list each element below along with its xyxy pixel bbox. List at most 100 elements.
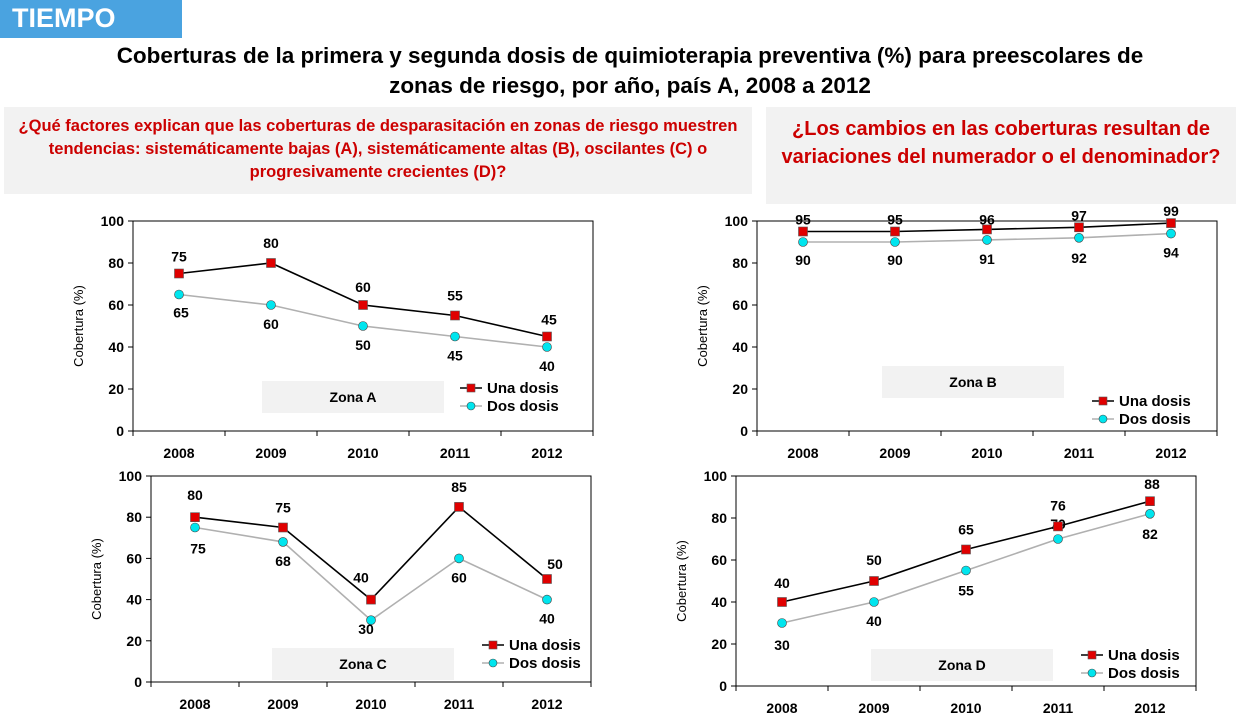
x-tick-label: 2012 xyxy=(1134,700,1165,716)
data-label-dos-dosis: 30 xyxy=(774,637,790,653)
data-label-una-dosis: 60 xyxy=(355,279,371,295)
data-label-dos-dosis: 90 xyxy=(795,252,811,268)
plot-area xyxy=(150,475,592,683)
point-dos-dosis xyxy=(777,618,787,628)
data-label-dos-dosis: 82 xyxy=(1142,526,1158,542)
point-una-dosis xyxy=(1074,222,1084,233)
x-tick-label: 2008 xyxy=(766,700,797,716)
point-dos-dosis xyxy=(1074,232,1084,243)
y-tick-label: 100 xyxy=(704,468,728,484)
y-tick-label: 60 xyxy=(711,552,727,568)
point-una-dosis xyxy=(1166,218,1176,228)
point-una-dosis xyxy=(278,522,288,533)
data-label-dos-dosis: 92 xyxy=(1071,250,1087,266)
point-dos-dosis xyxy=(450,331,460,342)
data-label-una-dosis: 75 xyxy=(171,249,187,265)
point-dos-dosis xyxy=(542,342,552,352)
data-label-una-dosis: 88 xyxy=(1144,476,1160,492)
data-label-una-dosis: 96 xyxy=(979,211,995,227)
legend-label-dos-dosis: Dos dosis xyxy=(1108,665,1180,682)
legend-label-dos-dosis: Dos dosis xyxy=(487,398,559,415)
data-label-dos-dosis: 55 xyxy=(958,583,974,599)
point-dos-dosis xyxy=(869,597,879,607)
y-tick-label: 60 xyxy=(126,550,142,566)
point-una-dosis xyxy=(266,258,276,268)
legend-marker-una-dosis xyxy=(488,640,498,650)
point-dos-dosis xyxy=(1145,508,1155,519)
x-tick-label: 2012 xyxy=(531,696,562,712)
point-dos-dosis xyxy=(1053,534,1063,544)
y-axis-label: Cobertura (%) xyxy=(89,538,104,620)
zone-label-box xyxy=(871,649,1053,681)
point-una-dosis xyxy=(982,224,992,235)
y-tick-label: 40 xyxy=(732,339,748,355)
point-una-dosis xyxy=(366,594,376,605)
data-label-una-dosis: 80 xyxy=(187,487,203,503)
chart-zona-d: 0 20 40 60 80 100 2008 2009 2010 2011 2012 Cobertur… xyxy=(674,468,1197,716)
y-tick-label: 40 xyxy=(126,592,142,608)
y-tick-label: 0 xyxy=(719,678,727,694)
x-tick-label: 2008 xyxy=(163,445,194,461)
point-dos-dosis xyxy=(358,321,368,331)
point-una-dosis xyxy=(890,226,900,237)
page-title: Coberturas de la primera y segunda dosis… xyxy=(10,41,1248,101)
y-tick-label: 20 xyxy=(126,633,142,649)
y-tick-label: 100 xyxy=(119,468,143,484)
legend-label-una-dosis: Una dosis xyxy=(487,380,559,397)
point-dos-dosis xyxy=(1166,228,1176,239)
y-tick-label: 80 xyxy=(711,510,727,526)
legend-marker-dos-dosis xyxy=(1087,668,1097,678)
y-tick-label: 80 xyxy=(732,255,748,271)
y-tick-label: 20 xyxy=(108,381,124,397)
data-label-una-dosis: 50 xyxy=(547,556,563,572)
data-label-dos-dosis: 60 xyxy=(451,569,467,585)
data-label-una-dosis: 97 xyxy=(1071,207,1087,223)
data-label-una-dosis: 95 xyxy=(795,212,811,228)
data-label-una-dosis: 65 xyxy=(958,522,974,538)
y-axis-label: Cobertura (%) xyxy=(695,285,710,367)
y-tick-label: 0 xyxy=(116,423,124,439)
x-tick-label: 2011 xyxy=(1043,700,1074,716)
point-una-dosis xyxy=(454,502,464,512)
chart-zona-a: 0 20 40 60 80 100 2008 2009 2010 2011 2012 Cobertur… xyxy=(71,213,594,461)
y-tick-label: 20 xyxy=(732,381,748,397)
point-dos-dosis xyxy=(174,289,184,300)
y-axis-label: Cobertura (%) xyxy=(674,540,689,622)
zone-label-box xyxy=(272,648,454,680)
y-tick-label: 80 xyxy=(108,255,124,271)
legend-label-dos-dosis: Dos dosis xyxy=(1119,411,1191,428)
x-tick-label: 2010 xyxy=(950,700,981,716)
point-dos-dosis xyxy=(266,300,276,310)
legend-marker-dos-dosis xyxy=(1098,414,1108,424)
point-dos-dosis xyxy=(982,235,992,245)
zone-label: Zona A xyxy=(330,389,377,405)
y-axis-label: Cobertura (%) xyxy=(71,285,86,367)
point-una-dosis xyxy=(798,226,808,237)
x-tick-label: 2009 xyxy=(879,445,910,461)
point-una-dosis xyxy=(190,512,200,523)
data-label-dos-dosis: 40 xyxy=(539,358,555,374)
zone-label-box xyxy=(262,381,444,413)
question-box-left: ¿Qué factores explican que las cobertura… xyxy=(4,107,752,194)
x-tick-label: 2008 xyxy=(179,696,210,712)
legend-marker-dos-dosis xyxy=(466,401,476,411)
data-label-una-dosis: 45 xyxy=(541,312,557,328)
data-label-una-dosis: 76 xyxy=(1050,497,1066,513)
series-line-dos-dosis xyxy=(194,526,548,622)
data-label-una-dosis: 95 xyxy=(887,212,903,228)
data-label-una-dosis: 40 xyxy=(774,575,790,591)
y-tick-label: 0 xyxy=(740,423,748,439)
point-dos-dosis xyxy=(542,594,552,605)
x-tick-label: 2009 xyxy=(858,700,889,716)
plot-area xyxy=(132,220,594,432)
point-una-dosis xyxy=(777,597,787,607)
point-dos-dosis xyxy=(278,537,288,547)
point-una-dosis xyxy=(542,574,552,584)
point-dos-dosis xyxy=(454,553,464,564)
x-tick-label: 2010 xyxy=(971,445,1002,461)
data-label-dos-dosis: 65 xyxy=(173,305,189,321)
question-box-right: ¿Los cambios en las coberturas resultan … xyxy=(766,107,1236,204)
chart-zona-c: 0 20 40 60 80 100 2008 2009 2010 2011 2012 Cobertur… xyxy=(89,468,592,712)
data-label-una-dosis: 85 xyxy=(451,479,467,495)
x-tick-label: 2011 xyxy=(440,445,471,461)
